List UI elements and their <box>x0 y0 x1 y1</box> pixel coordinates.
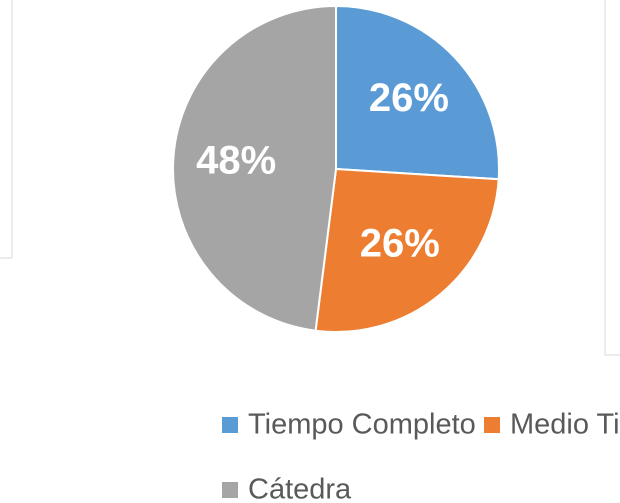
pie-slice <box>335 4 500 181</box>
legend-label: Cátedra <box>248 474 352 503</box>
legend-label: Medio Tiempo <box>510 409 620 441</box>
data-label: 26% <box>360 222 440 266</box>
data-label: 48% <box>196 138 276 182</box>
legend-swatch <box>484 417 500 433</box>
legend-swatch <box>222 417 238 433</box>
data-label: 26% <box>369 76 449 120</box>
pie-slice <box>172 4 337 332</box>
pie-slice <box>314 167 500 333</box>
legend-swatch <box>222 482 238 498</box>
legend-label: Tiempo Completo <box>248 409 476 441</box>
